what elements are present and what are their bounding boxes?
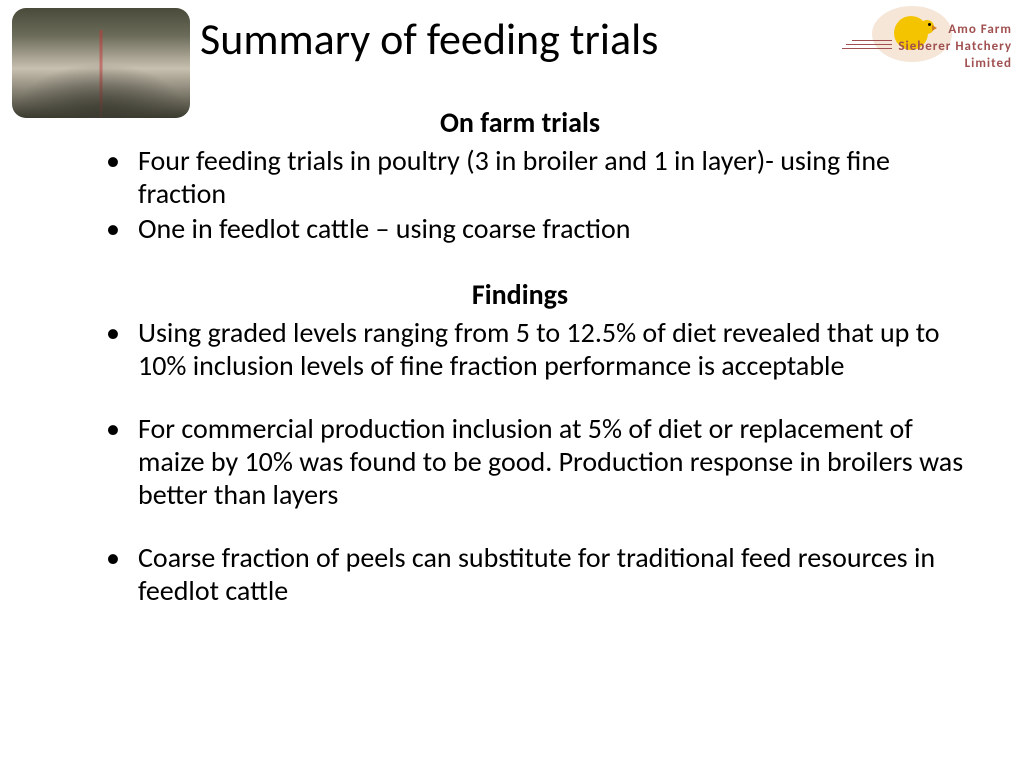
slide-header: Summary of feeding trials Amo Farm Siebe… [0,0,1024,100]
poultry-photo [12,8,190,118]
list-item: Coarse fraction of peels can substitute … [106,541,970,607]
list-item: One in feedlot cattle – using coarse fra… [106,212,970,245]
section-heading-findings: Findings [70,277,970,312]
list-item: For commercial production inclusion at 5… [106,412,970,511]
slide-title: Summary of feeding trials [200,12,658,66]
company-logo: Amo Farm Sieberer Hatchery Limited [842,6,1012,86]
section-heading-trials: On farm trials [70,105,970,140]
list-item: Using graded levels ranging from 5 to 12… [106,316,970,382]
logo-text: Amo Farm Sieberer Hatchery Limited [898,22,1012,73]
trials-list: Four feeding trials in poultry (3 in bro… [70,144,970,245]
list-item: Four feeding trials in poultry (3 in bro… [106,144,970,210]
slide-content: On farm trials Four feeding trials in po… [70,105,970,609]
findings-list: Using graded levels ranging from 5 to 12… [70,316,970,607]
